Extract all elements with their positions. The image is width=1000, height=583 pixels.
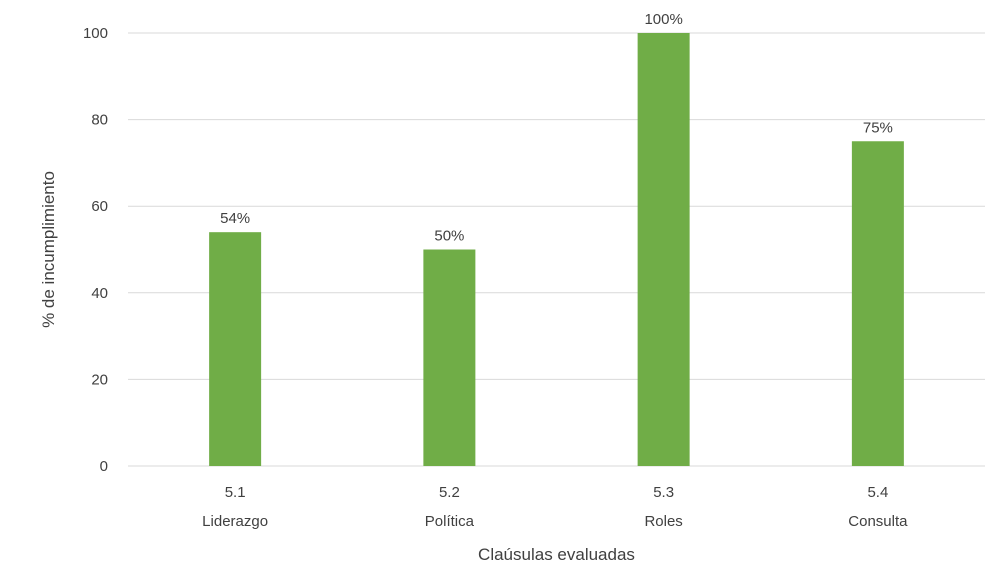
x-tick-label-name: Consulta xyxy=(848,513,908,530)
y-tick-label: 80 xyxy=(91,112,108,129)
bar xyxy=(638,33,690,466)
x-tick-label-name: Política xyxy=(425,513,475,530)
y-tick-label: 0 xyxy=(100,458,108,475)
x-tick-label-name: Roles xyxy=(644,513,682,530)
x-tick-label-name: Liderazgo xyxy=(202,513,268,530)
data-label: 100% xyxy=(644,11,682,28)
data-label: 54% xyxy=(220,210,250,227)
x-tick-label-code: 5.3 xyxy=(653,484,674,501)
bar xyxy=(423,250,475,467)
x-axis-title: Claúsulas evaluadas xyxy=(478,545,635,564)
y-tick-label: 100 xyxy=(83,25,108,42)
labels: 0 20 40 60 80 100 54% 5.1 Liderazgo 50% 5.2 Polític… xyxy=(83,11,908,530)
y-tick-label: 20 xyxy=(91,371,108,388)
x-tick-label-code: 5.4 xyxy=(867,484,888,501)
x-tick-label-code: 5.1 xyxy=(225,484,246,501)
y-tick-label: 40 xyxy=(91,285,108,302)
x-tick-label-code: 5.2 xyxy=(439,484,460,501)
bars xyxy=(209,33,904,466)
bar xyxy=(209,232,261,466)
data-label: 50% xyxy=(434,228,464,245)
data-label: 75% xyxy=(863,119,893,136)
y-tick-label: 60 xyxy=(91,198,108,215)
bar xyxy=(852,141,904,466)
y-axis-title: % de incumplimiento xyxy=(39,171,58,328)
